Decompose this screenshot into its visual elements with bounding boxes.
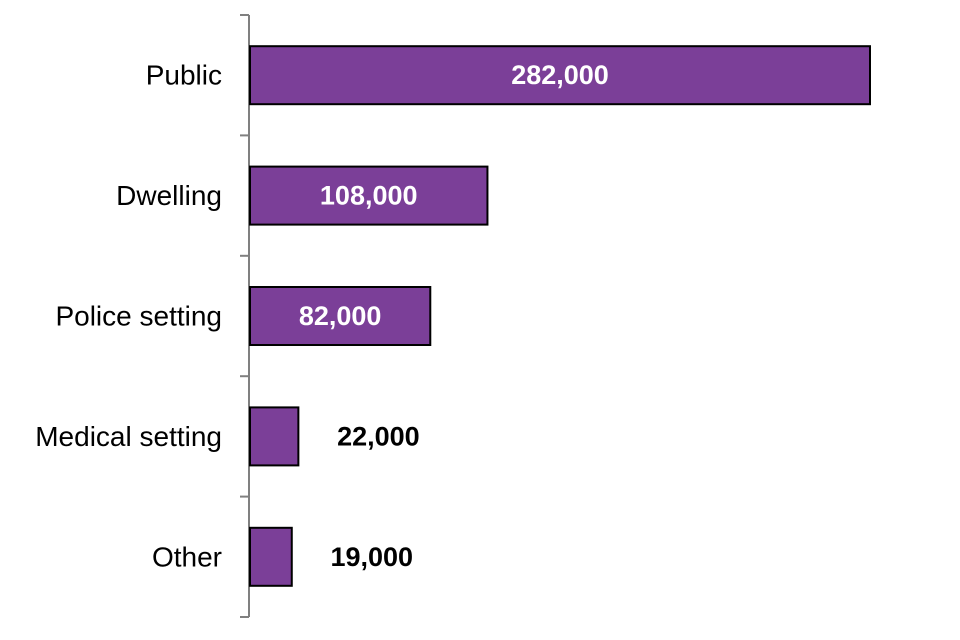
category-label: Other [152, 541, 222, 572]
data-label: 282,000 [511, 60, 609, 90]
y-axis [240, 14, 250, 618]
category-label: Police setting [55, 301, 222, 332]
data-label: 108,000 [320, 181, 418, 211]
bar-public [249, 45, 871, 106]
bar-police-setting [249, 286, 432, 346]
bars [249, 45, 871, 587]
data-label: 19,000 [330, 542, 413, 572]
data-label: 22,000 [337, 421, 420, 451]
category-label: Dwelling [116, 180, 222, 211]
bar-other [249, 526, 293, 587]
category-label: Public [146, 60, 222, 91]
data-label: 82,000 [299, 301, 382, 331]
labels: Public 282,000 Dwelling 108,000 Police setti… [35, 60, 609, 573]
bar-medical-setting [249, 406, 300, 467]
category-label: Medical setting [35, 421, 222, 452]
bar-dwelling [249, 165, 489, 226]
